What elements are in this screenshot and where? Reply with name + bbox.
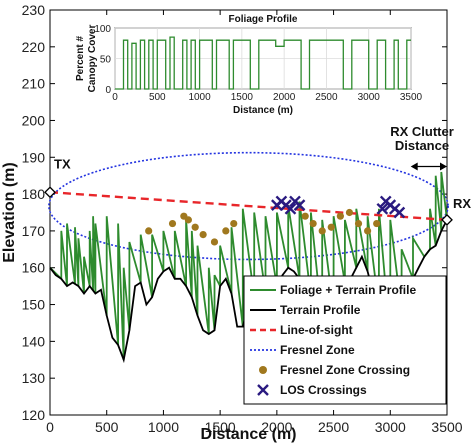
inset-plot: 0 50 100 0 500 1000 1500 2000 2500 3000 3500 Foli… — [75, 14, 423, 116]
los-crossing-point — [293, 199, 306, 211]
los-crossing-point — [393, 206, 406, 219]
legend-box — [243, 275, 447, 405]
legend-label: Terrain Profile — [280, 303, 361, 317]
inset-x-axis-label: Distance (m) — [233, 105, 293, 116]
legend-label: Foliage + Terrain Profile — [280, 283, 416, 297]
rx-clutter-arrowhead-left — [410, 162, 418, 171]
inset-x-ticks: 0 500 1000 1500 2000 2500 3000 3500 — [112, 92, 422, 103]
fresnel-crossing-point — [222, 227, 230, 235]
tx-annotation: TX — [54, 156, 71, 171]
legend: Foliage + Terrain Profile Terrain Profile… — [243, 275, 447, 405]
main-y-tick-label: 160 — [22, 260, 46, 276]
legend-label: Fresnel Zone — [280, 343, 355, 357]
fresnel-crossing-point — [191, 223, 199, 231]
fresnel-crossing-point — [145, 227, 153, 235]
main-y-tick-label: 140 — [22, 333, 46, 349]
fresnel-crossing-point — [364, 227, 372, 235]
inset-canopy-line — [115, 36, 411, 90]
inset-x-tick-label: 1000 — [188, 92, 211, 103]
main-x-tick-label: 500 — [95, 419, 119, 435]
inset-y-axis-label-line2: Canopy Cover — [87, 24, 98, 92]
inset-y-ticks: 0 50 100 — [94, 24, 111, 96]
fresnel-crossing-point — [336, 212, 344, 220]
main-series-layer — [44, 151, 453, 364]
inset-y-tick-label: 50 — [100, 55, 112, 66]
main-y-tick-label: 120 — [22, 407, 46, 423]
main-y-tick-label: 190 — [22, 149, 46, 165]
legend-swatch — [257, 384, 269, 396]
inset-y-axis-label-line1: Percent # — [75, 36, 86, 81]
main-x-tick-label: 1500 — [205, 419, 236, 435]
fresnel-crossing-point — [309, 219, 317, 228]
main-y-tick-label: 220 — [22, 39, 46, 55]
fresnel-crossing-point — [301, 212, 309, 220]
main-x-tick-label: 2500 — [318, 419, 349, 435]
main-x-axis-label: Distance (m) — [200, 426, 296, 443]
main-x-ticks: 0 500 1000 1500 2000 2500 3000 3500 — [46, 10, 463, 435]
rx-clutter-label-line1: RX Clutter — [390, 124, 454, 139]
main-x-tick-label: 1000 — [148, 419, 179, 435]
inset-x-tick-label: 2000 — [273, 92, 296, 103]
rx-clutter-arrowhead-right — [440, 162, 447, 171]
main-x-tick-label: 3500 — [431, 419, 462, 435]
main-x-tick-label: 2000 — [261, 419, 292, 435]
rx-marker — [441, 213, 453, 226]
rx-clutter-label-line2: Distance — [395, 138, 449, 153]
main-y-axis-label: Elevation (m) — [1, 162, 18, 262]
line-of-sight-line — [49, 191, 448, 222]
fresnel-crossing-point — [210, 238, 219, 246]
inset-y-tick-label: 0 — [105, 85, 111, 96]
los-crossing-point — [376, 202, 389, 215]
inset-x-tick-label: 500 — [149, 92, 166, 103]
main-y-ticks: 120 130 140 150 160 170 180 190 200 210 220 230 — [22, 2, 447, 423]
legend-label: Fresnel Zone Crossing — [280, 363, 410, 377]
fresnel-crossing-point — [168, 219, 177, 228]
main-x-tick-label: 0 — [46, 419, 54, 435]
inset-x-tick-label: 1500 — [231, 92, 254, 103]
los-crossing-point — [284, 202, 297, 215]
main-y-tick-label: 230 — [22, 2, 46, 18]
rx-annotation: RX — [453, 196, 471, 211]
fresnel-crossing-point — [327, 223, 335, 231]
inset-x-tick-label: 3000 — [358, 92, 381, 103]
fresnel-crossing-point — [373, 219, 381, 228]
inset-x-tick-label: 2500 — [315, 92, 338, 103]
main-y-tick-label: 150 — [22, 297, 46, 313]
fresnel-crossing-point — [230, 219, 238, 228]
main-y-tick-label: 130 — [22, 370, 46, 386]
main-x-tick-label: 3000 — [375, 419, 406, 435]
legend-items: Foliage + Terrain Profile Terrain Profile… — [250, 283, 416, 397]
main-y-tick-label: 170 — [22, 223, 46, 239]
tx-marker — [44, 186, 56, 199]
inset-x-tick-label: 3500 — [400, 92, 423, 103]
fresnel-crossing-point — [184, 216, 192, 224]
fresnel-crossing-point — [199, 230, 207, 239]
inset-y-tick-label: 100 — [94, 24, 111, 35]
legend-label: Line-of-sight — [280, 323, 353, 337]
fresnel-crossing-point — [354, 219, 363, 228]
inset-x-tick-label: 0 — [112, 92, 118, 103]
inset-title: Foliage Profile — [229, 14, 298, 25]
legend-swatch — [259, 366, 267, 374]
main-y-tick-label: 180 — [22, 186, 46, 202]
legend-label: LOS Crossings — [280, 383, 367, 397]
main-y-tick-label: 200 — [22, 112, 46, 128]
main-y-tick-label: 210 — [22, 76, 46, 92]
fresnel-zone-ellipse — [48, 151, 449, 261]
fresnel-crossing-point — [318, 227, 326, 235]
fresnel-crossing-point — [345, 208, 354, 217]
